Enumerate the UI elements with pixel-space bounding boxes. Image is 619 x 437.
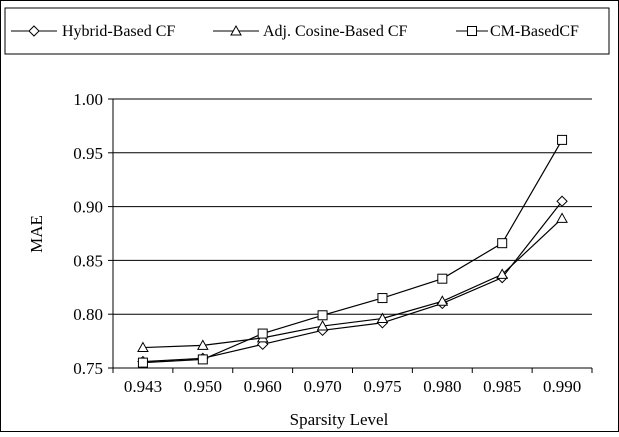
triangle-point bbox=[556, 212, 568, 223]
square-marker-icon bbox=[467, 26, 477, 36]
triangle-marker-icon bbox=[230, 24, 242, 36]
series-square bbox=[137, 134, 568, 368]
axes bbox=[112, 99, 593, 373]
series-line bbox=[142, 217, 563, 349]
series-line bbox=[142, 200, 563, 363]
x-tick-label: 0.943 bbox=[124, 377, 162, 396]
x-tick-label: 0.990 bbox=[543, 377, 581, 396]
triangle-point bbox=[316, 320, 329, 331]
legend-label-hybrid: Hybrid-Based CF bbox=[62, 23, 175, 40]
square-point bbox=[437, 273, 448, 284]
x-tick-label: 0.970 bbox=[303, 377, 341, 396]
x-tick-labels: 0.943 0.950 0.960 0.970 0.975 0.980 0.985 0.990 bbox=[124, 377, 581, 396]
legend-box bbox=[4, 7, 610, 55]
square-point bbox=[197, 354, 208, 365]
x-tick-label: 0.950 bbox=[184, 377, 222, 396]
y-tick-label: 0.75 bbox=[73, 359, 103, 378]
y-tick-label: 0.90 bbox=[73, 198, 103, 217]
square-point bbox=[317, 310, 328, 321]
diamond-point bbox=[556, 195, 568, 207]
series-line bbox=[142, 139, 563, 364]
legend-item-cm: CM-BasedCF bbox=[456, 23, 579, 40]
y-tick-label: 1.00 bbox=[73, 90, 103, 109]
legend-item-hybrid: Hybrid-Based CF bbox=[11, 23, 175, 40]
legend-label-cm: CM-BasedCF bbox=[490, 23, 579, 40]
y-tick-labels: 0.75 0.80 0.85 0.90 0.95 1.00 bbox=[73, 90, 103, 378]
y-tick-label: 0.80 bbox=[73, 305, 103, 324]
square-point bbox=[377, 293, 388, 304]
triangle-point bbox=[376, 312, 389, 324]
legend: Hybrid-Based CF Adj. Cosine-Based CF CM-… bbox=[4, 7, 610, 55]
legend-item-adj-cosine: Adj. Cosine-Based CF bbox=[213, 23, 408, 40]
square-point bbox=[257, 328, 268, 339]
triangle-point bbox=[196, 339, 209, 350]
x-tick-label: 0.960 bbox=[244, 377, 282, 396]
x-tick-label: 0.985 bbox=[483, 377, 521, 396]
y-tick-label: 0.95 bbox=[73, 144, 103, 163]
x-axis-title: Sparsity Level bbox=[290, 410, 389, 429]
y-tick-label: 0.85 bbox=[73, 251, 103, 270]
triangle-point bbox=[137, 341, 149, 353]
diamond-marker-icon bbox=[28, 25, 40, 37]
x-tick-label: 0.980 bbox=[423, 377, 461, 396]
triangle-point bbox=[496, 268, 509, 279]
square-point bbox=[557, 134, 568, 145]
legend-label-adj-cosine: Adj. Cosine-Based CF bbox=[263, 23, 408, 40]
triangle-point bbox=[436, 295, 449, 306]
gridlines bbox=[108, 98, 592, 369]
square-point bbox=[137, 357, 148, 368]
y-axis-title: MAE bbox=[27, 215, 46, 253]
x-tick-label: 0.975 bbox=[363, 377, 401, 396]
square-point bbox=[497, 238, 508, 249]
series-group bbox=[137, 134, 568, 368]
